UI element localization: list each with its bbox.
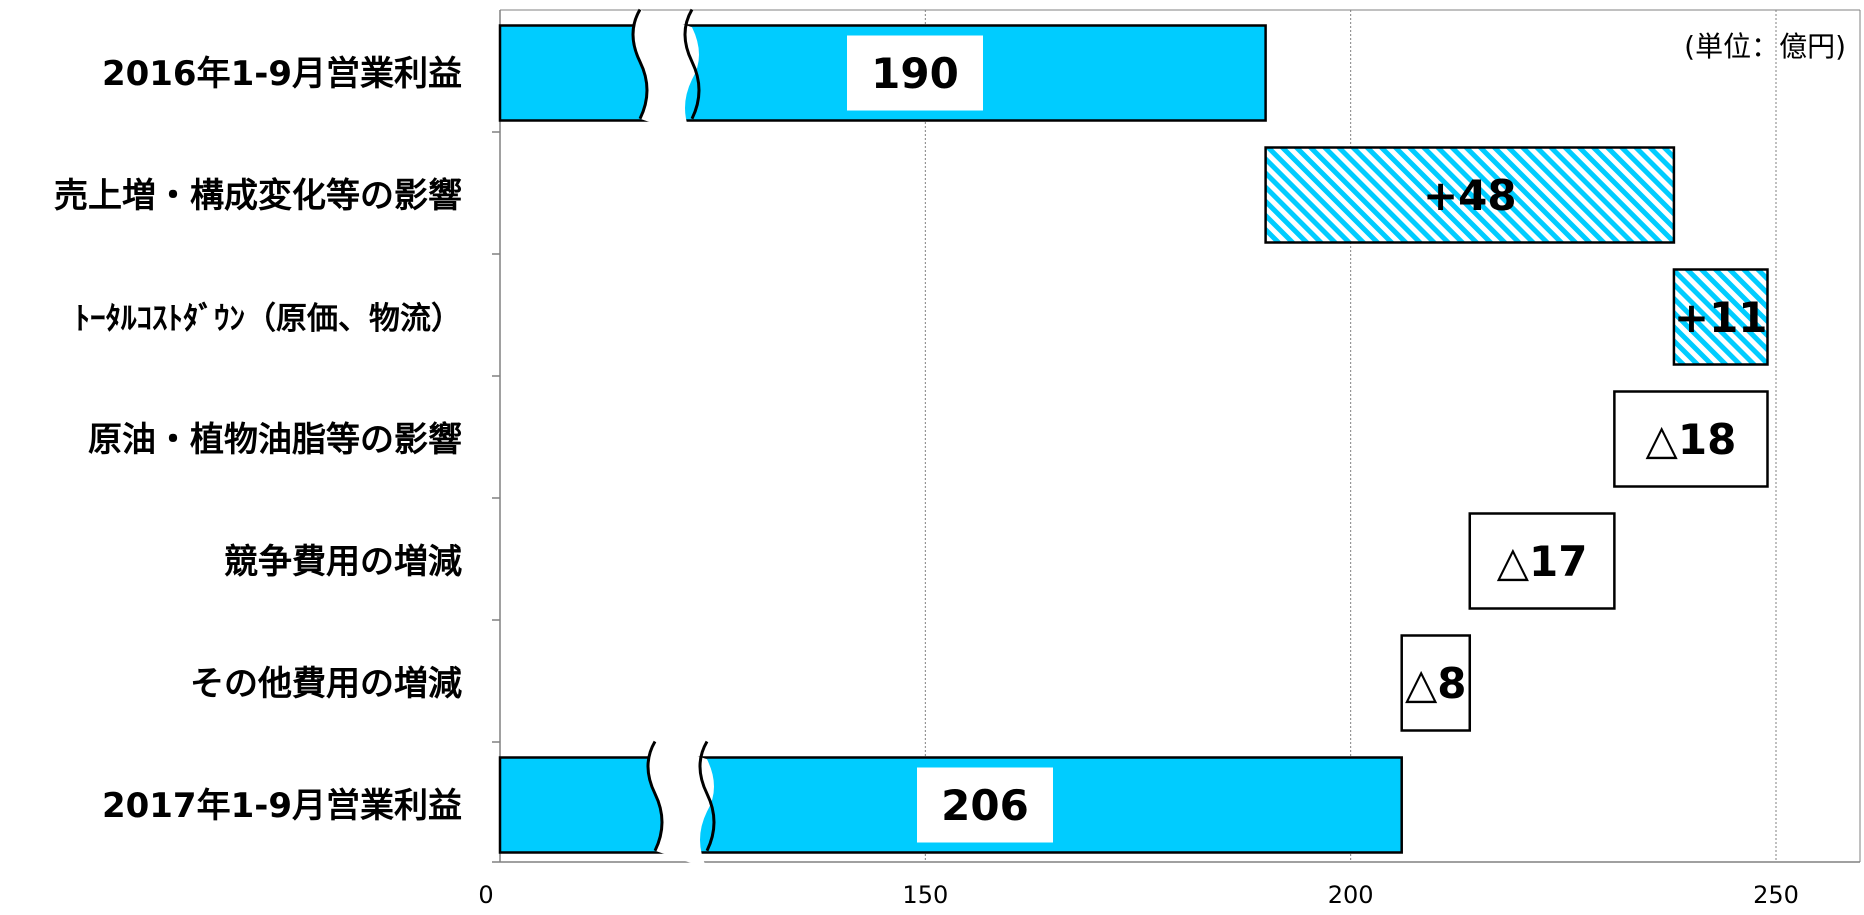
unit-label: (単位：億円) — [1684, 30, 1846, 63]
bar-value-label: △17 — [1497, 537, 1588, 586]
bar-increase — [1264, 146, 1676, 244]
bar-value-label: 190 — [871, 49, 959, 98]
bar-decrease — [1468, 512, 1616, 610]
category-label: その他費用の増減 — [190, 664, 462, 704]
bar-value-label: 206 — [941, 781, 1029, 830]
axis-break-edge — [646, 740, 664, 852]
x-tick-label-200: 200 — [1328, 881, 1374, 909]
category-label: 2016年1-9月営業利益 — [102, 54, 462, 94]
bar-value-label: +48 — [1423, 171, 1517, 220]
category-label: 原油・植物油脂等の影響 — [88, 420, 462, 460]
bar-increase — [1672, 268, 1769, 366]
x-tick-label-0: 0 — [478, 881, 493, 909]
labels: 2016年1-9月営業利益 190 売上増・構成変化等の影響 +48 ﾄｰﾀﾙｺｽﾄﾀﾞ… — [54, 35, 1768, 843]
x-tick-label-250: 250 — [1753, 881, 1799, 909]
axis-break — [648, 741, 714, 869]
category-label: 売上増・構成変化等の影響 — [54, 176, 462, 216]
category-label: 競争費用の増減 — [224, 542, 462, 582]
value-box — [847, 35, 983, 111]
axis-break-edge — [698, 740, 716, 852]
category-label: 2017年1-9月営業利益 — [102, 786, 462, 826]
category-label: ﾄｰﾀﾙｺｽﾄﾀﾞｳﾝ（原価、物流） — [75, 301, 463, 337]
x-tick-label-150: 150 — [902, 881, 948, 909]
bar-decrease — [1400, 634, 1472, 732]
bar-decrease — [1613, 390, 1769, 488]
axis-break — [633, 9, 699, 137]
bars — [498, 8, 1769, 869]
axis-break-edge — [683, 8, 701, 120]
axis-break-edge — [631, 8, 649, 120]
axes: 0 150 200 250 — [478, 10, 1860, 909]
value-box — [917, 767, 1053, 843]
bar-value-label: △8 — [1405, 659, 1467, 708]
bar-value-label: +11 — [1674, 293, 1768, 342]
bar-value-label: △18 — [1646, 415, 1737, 464]
